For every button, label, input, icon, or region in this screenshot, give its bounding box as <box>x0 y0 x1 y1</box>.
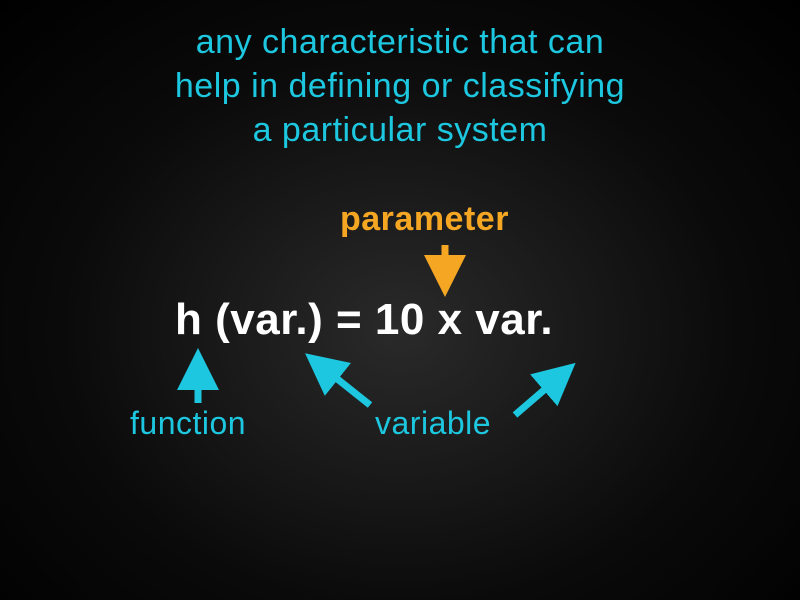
arrow-variable-right-icon <box>0 0 800 600</box>
